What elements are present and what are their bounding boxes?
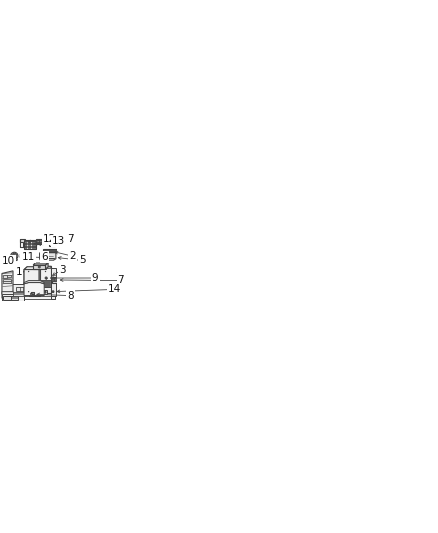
- Circle shape: [39, 240, 43, 244]
- Polygon shape: [5, 296, 18, 300]
- Text: 12: 12: [43, 234, 57, 244]
- Polygon shape: [46, 263, 48, 269]
- Polygon shape: [44, 266, 46, 286]
- Circle shape: [55, 279, 57, 281]
- Text: 10: 10: [2, 256, 15, 266]
- Polygon shape: [16, 287, 26, 291]
- Polygon shape: [24, 266, 46, 270]
- Polygon shape: [39, 266, 51, 268]
- Circle shape: [13, 254, 16, 257]
- Bar: [25, 240, 36, 249]
- Bar: [43, 249, 59, 252]
- Circle shape: [40, 240, 42, 243]
- Bar: [3, 274, 7, 278]
- Circle shape: [44, 292, 46, 293]
- Circle shape: [38, 266, 40, 268]
- Circle shape: [42, 292, 44, 293]
- Polygon shape: [24, 280, 44, 284]
- Text: 7: 7: [67, 235, 74, 245]
- Text: 4: 4: [47, 234, 53, 244]
- Circle shape: [36, 240, 40, 244]
- Circle shape: [45, 277, 47, 279]
- Polygon shape: [40, 254, 41, 260]
- Text: 2: 2: [70, 251, 76, 261]
- Polygon shape: [51, 268, 56, 296]
- Text: 8: 8: [67, 291, 74, 301]
- Circle shape: [46, 278, 47, 279]
- Circle shape: [28, 271, 29, 272]
- Bar: [42, 290, 47, 294]
- Circle shape: [53, 279, 54, 281]
- Circle shape: [12, 253, 17, 259]
- Polygon shape: [21, 254, 26, 256]
- Polygon shape: [33, 265, 46, 269]
- Circle shape: [45, 291, 46, 292]
- Polygon shape: [2, 294, 24, 301]
- Text: 1: 1: [15, 267, 22, 277]
- Polygon shape: [2, 292, 16, 298]
- Polygon shape: [13, 292, 24, 296]
- Polygon shape: [3, 284, 24, 300]
- FancyBboxPatch shape: [40, 253, 56, 259]
- Bar: [52, 241, 54, 243]
- Circle shape: [28, 291, 29, 292]
- Bar: [3, 279, 11, 280]
- Polygon shape: [20, 239, 25, 247]
- Circle shape: [52, 290, 54, 293]
- Bar: [40, 280, 51, 287]
- Polygon shape: [36, 239, 43, 244]
- Bar: [8, 261, 11, 265]
- Circle shape: [31, 293, 32, 295]
- Polygon shape: [28, 286, 40, 296]
- Polygon shape: [15, 259, 18, 261]
- Polygon shape: [49, 239, 55, 246]
- Ellipse shape: [21, 253, 27, 255]
- Text: 7: 7: [117, 275, 124, 285]
- Circle shape: [42, 292, 44, 293]
- Polygon shape: [20, 254, 28, 259]
- Circle shape: [33, 294, 34, 295]
- Polygon shape: [24, 266, 27, 296]
- Polygon shape: [2, 271, 13, 294]
- Text: 6: 6: [42, 252, 48, 262]
- Circle shape: [45, 292, 46, 293]
- Polygon shape: [24, 282, 44, 296]
- Polygon shape: [33, 263, 48, 265]
- Polygon shape: [39, 266, 40, 295]
- Bar: [3, 296, 11, 300]
- Polygon shape: [40, 259, 55, 260]
- Bar: [49, 240, 54, 244]
- Circle shape: [39, 266, 40, 268]
- Circle shape: [54, 278, 57, 281]
- Text: 9: 9: [92, 272, 99, 282]
- Circle shape: [52, 278, 55, 281]
- Polygon shape: [21, 255, 26, 259]
- Text: 5: 5: [80, 255, 86, 265]
- Ellipse shape: [8, 260, 11, 261]
- Bar: [3, 281, 11, 283]
- Text: 14: 14: [108, 284, 121, 294]
- Polygon shape: [40, 266, 51, 293]
- Text: 13: 13: [52, 236, 65, 246]
- Polygon shape: [49, 239, 55, 240]
- Ellipse shape: [8, 264, 11, 265]
- Bar: [7, 274, 11, 277]
- Circle shape: [37, 240, 39, 243]
- Text: 3: 3: [59, 265, 65, 275]
- Polygon shape: [24, 270, 44, 296]
- Bar: [50, 241, 52, 243]
- Text: 11: 11: [21, 252, 35, 262]
- Polygon shape: [52, 277, 57, 283]
- Polygon shape: [5, 296, 55, 300]
- Circle shape: [11, 252, 18, 260]
- Polygon shape: [51, 284, 55, 300]
- Circle shape: [45, 271, 46, 272]
